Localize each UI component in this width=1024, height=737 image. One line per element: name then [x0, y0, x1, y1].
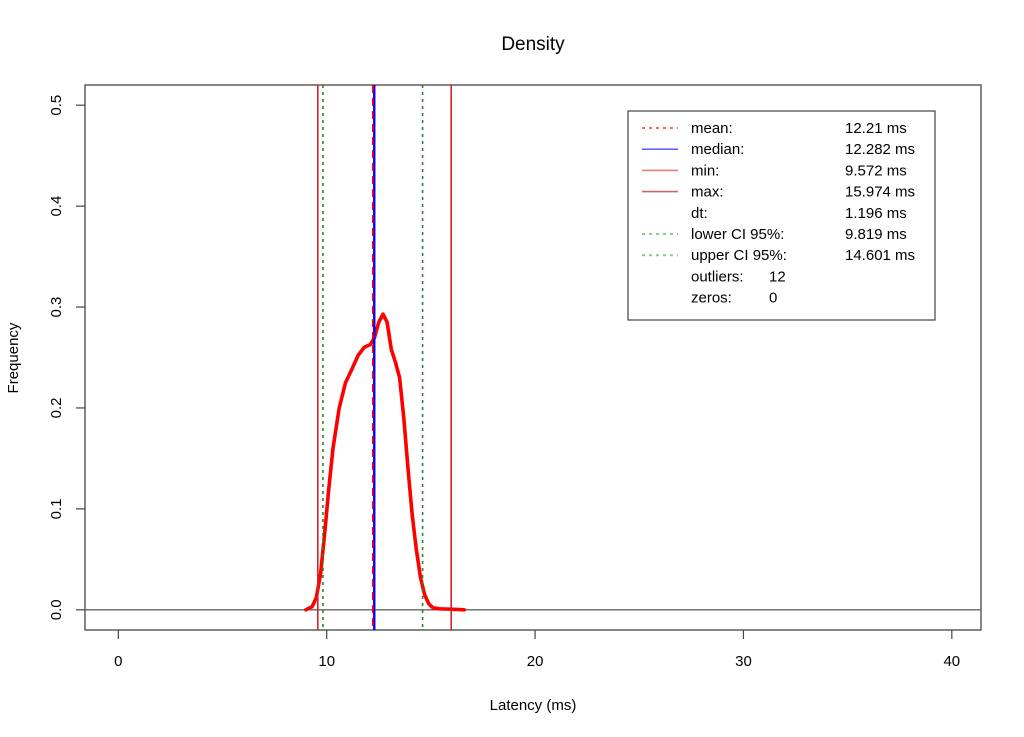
plot-frame: [84, 84, 982, 631]
y-tick-label: 0.2: [48, 398, 65, 419]
legend-value: 12.21 ms: [845, 120, 907, 137]
legend-label: dt:: [691, 205, 708, 222]
legend-label: max:: [691, 184, 724, 201]
legend-label: lower CI 95%:: [691, 226, 784, 243]
legend-value: 15.974 ms: [845, 184, 915, 201]
legend-value: 12.282 ms: [845, 141, 915, 158]
legend-value: 12: [769, 268, 786, 285]
legend-box: [627, 110, 936, 321]
legend-label: upper CI 95%:: [691, 247, 787, 264]
x-axis-title: Latency (ms): [490, 697, 577, 714]
chart-title: Density: [501, 34, 565, 55]
y-tick-label: 0.3: [48, 297, 65, 318]
legend: mean: 12.21 ms median: 12.282 ms min: 9.572 m…: [627, 110, 936, 321]
y-tick-label: 0.1: [48, 498, 65, 519]
density-curve: [304, 312, 467, 612]
legend-label: outliers:: [691, 268, 744, 285]
x-tick-label: 40: [943, 653, 960, 670]
legend-value: 14.601 ms: [845, 247, 915, 264]
x-tick-label: 20: [527, 653, 544, 670]
legend-label: zeros:: [691, 290, 732, 307]
plot-area: 0 10 20 30 40 0.0 0.1 0.2 0.3 0.4 0.5: [48, 84, 982, 670]
x-tick-label: 30: [735, 653, 752, 670]
y-tick-label: 0.5: [48, 95, 65, 116]
legend-label: median:: [691, 141, 744, 158]
legend-label: min:: [691, 162, 719, 179]
legend-label: mean:: [691, 120, 733, 137]
y-tick-label: 0.4: [48, 196, 65, 217]
legend-value: 9.572 ms: [845, 162, 907, 179]
x-tick-label: 0: [114, 653, 122, 670]
legend-value: 0: [769, 290, 777, 307]
y-tick-label: 0.0: [48, 599, 65, 620]
x-tick-label: 10: [318, 653, 335, 670]
legend-value: 9.819 ms: [845, 226, 907, 243]
y-axis-title: Frequency: [5, 322, 22, 393]
legend-value: 1.196 ms: [845, 205, 907, 222]
